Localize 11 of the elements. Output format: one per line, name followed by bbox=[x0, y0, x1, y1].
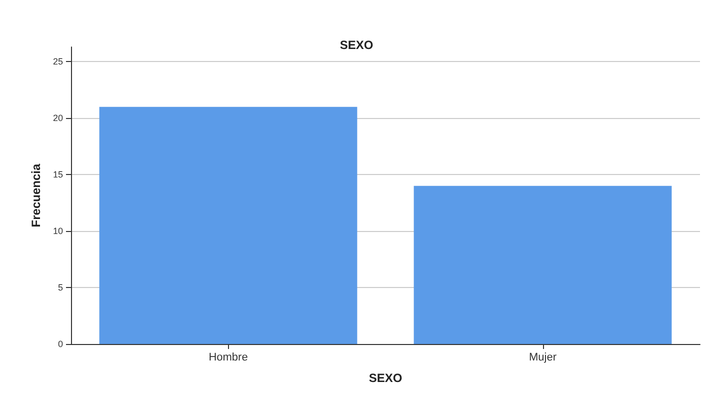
x-tick-label: Hombre bbox=[208, 352, 248, 364]
x-tick-label: Mujer bbox=[528, 352, 557, 364]
x-axis-title: SEXO bbox=[368, 371, 402, 385]
chart-title: SEXO bbox=[340, 38, 374, 52]
y-tick-label: 5 bbox=[58, 282, 63, 293]
y-tick-label: 0 bbox=[58, 339, 63, 349]
y-axis-title: Frecuencia bbox=[29, 164, 44, 228]
y-tick-label: 25 bbox=[52, 56, 63, 67]
y-tick-label: 10 bbox=[52, 226, 63, 236]
y-tick-label: 20 bbox=[52, 113, 63, 124]
y-tick-label: 15 bbox=[52, 170, 63, 180]
